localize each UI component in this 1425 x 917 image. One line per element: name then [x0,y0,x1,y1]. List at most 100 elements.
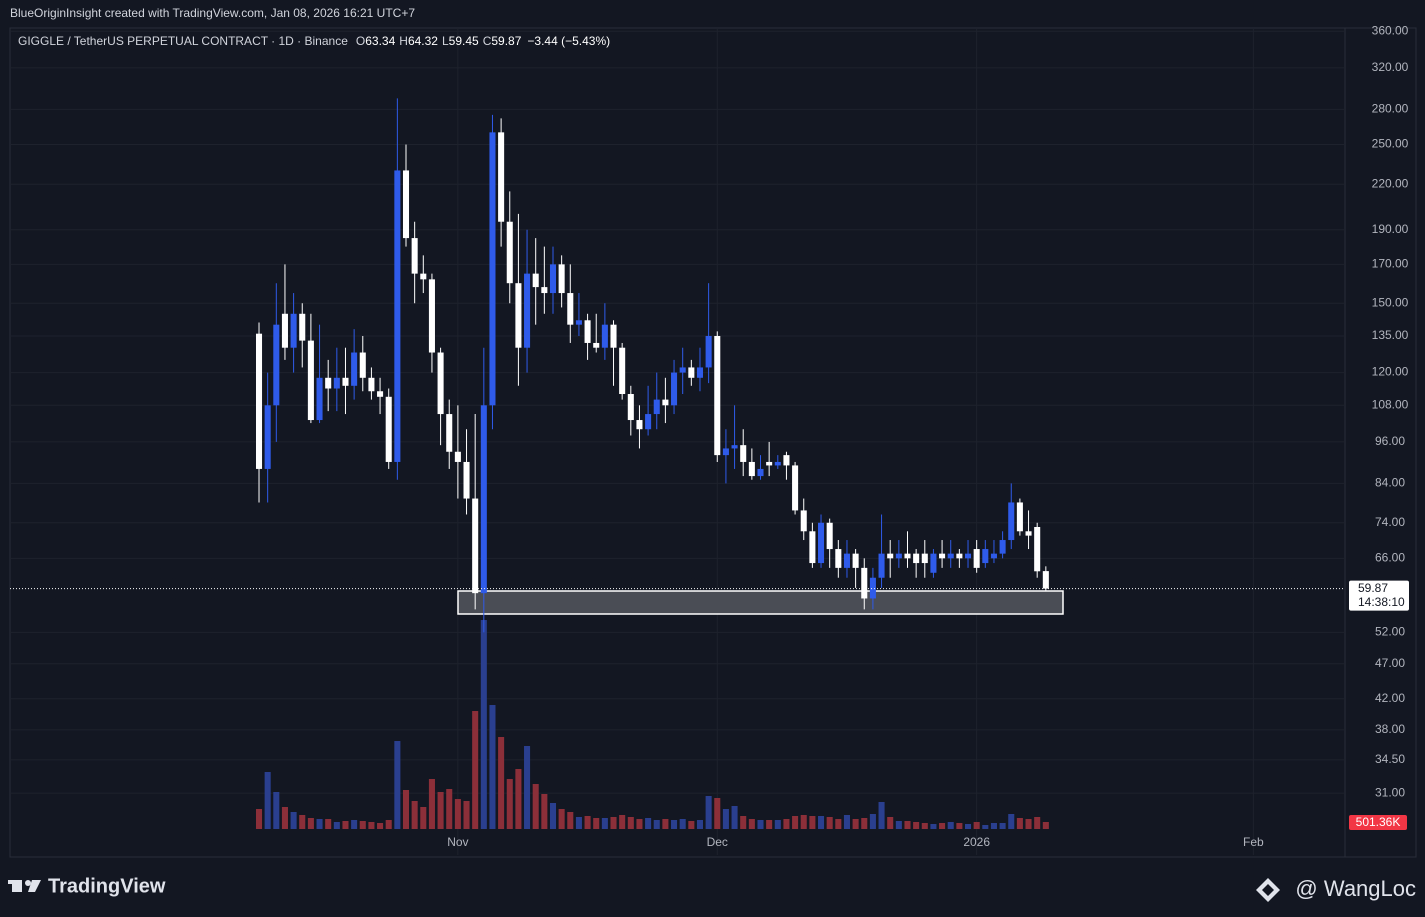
volume-bar [636,819,643,829]
volume-bar [281,807,288,829]
author: @ WangLoc [1295,876,1416,901]
candle-body [394,170,401,462]
y-tick-label: 220.00 [1372,176,1409,190]
volume-bar [299,815,306,829]
candle-body [843,553,850,568]
volume-bar [610,817,617,829]
x-tick-label: Dec [707,835,728,849]
candle-body [480,405,487,594]
candle-body [783,455,790,466]
candle-body [653,399,660,415]
volume-bar [273,792,280,829]
candle-body [454,451,461,462]
volume-bar [1025,819,1032,829]
candle-body [446,414,453,452]
volume-bar [532,784,539,829]
last-price-label: 59.87 [1358,581,1388,595]
volume-bar [524,746,531,829]
volume-bar [454,799,461,829]
candle-body [532,273,539,288]
candle-body [973,549,980,568]
candle-body [385,396,392,462]
y-tick-label: 108.00 [1372,397,1409,411]
candle-body [558,264,565,294]
volume-bar [757,820,764,829]
labels: 360.00 320.00 280.00 250.00 220.00 190.00 170.… [447,23,1409,849]
candle-body [913,553,920,564]
y-tick-label: 31.00 [1375,785,1405,799]
author-icon [1256,878,1280,902]
candle-body [359,352,366,378]
y-tick-label: 84.00 [1375,476,1405,490]
candle-body [826,522,833,550]
volume-bar [463,801,470,829]
volume-bar [1016,818,1023,829]
candle-body [869,577,876,599]
candle-body [377,391,384,397]
candle-body [852,553,859,568]
candle-body [489,132,496,406]
y-tick-label: 150.00 [1372,295,1409,309]
y-tick-label: 360.00 [1372,23,1409,37]
volume-bar [264,772,271,829]
volume-bar [956,823,963,829]
candle-body [506,221,513,284]
candle-body [1016,502,1023,532]
candle-body [619,347,626,395]
candle-body [774,461,781,466]
candle-body [498,132,505,222]
candle-body [463,461,470,499]
candle-body [895,553,902,559]
candle-body [437,352,444,415]
legend-part: 63.34 [365,34,395,48]
volume-bar [818,816,825,829]
volume-bar [792,816,799,829]
volume-bar [731,806,738,829]
volume-bar [402,790,410,829]
volume-bar [1034,817,1041,829]
volume-bar [480,620,487,829]
candle-body [757,468,764,477]
candle-body [420,273,427,280]
last-volume-box [1349,814,1407,830]
volume-bar [809,816,816,829]
candle-body [999,540,1006,554]
y-tick-label: 280.00 [1372,101,1409,115]
volume-bar [307,818,314,829]
candle-body [273,324,280,406]
candle-body [1042,571,1049,589]
volume-bar [567,812,574,829]
legend-part: 59.45 [449,34,479,48]
volume-bar [688,821,695,829]
volume-bar [973,822,980,829]
volume-bar [843,815,850,829]
candle-body [515,283,522,348]
candle-body [818,522,825,564]
candle-body [861,567,868,599]
volume-bar [869,814,876,829]
candle-body [255,333,263,469]
volume-bar [584,816,591,829]
volume-bar [645,818,652,829]
y-tick-label: 135.00 [1372,328,1409,342]
volume-bar [549,803,557,829]
volume-bar [428,779,435,829]
candle-body [316,377,323,421]
volume-bar [887,817,894,829]
candle-body [307,340,314,421]
candle-body [1008,502,1015,541]
candle-body [930,553,937,573]
candle-body [904,553,911,559]
volume-bar [964,824,972,829]
legend-part: O [356,34,365,48]
symbol-legend: GIGGLE / TetherUS PERPETUAL CONTRACT · 1… [18,34,610,48]
volume-bar [653,820,660,829]
last-price-box [1349,580,1409,611]
candle-body [731,445,738,449]
candle-body [472,498,479,594]
volume-bar [333,822,340,829]
volume-bar [990,823,997,829]
volume-bar [1042,821,1049,829]
legend-part: C [483,34,492,48]
volume-bar [913,822,920,829]
